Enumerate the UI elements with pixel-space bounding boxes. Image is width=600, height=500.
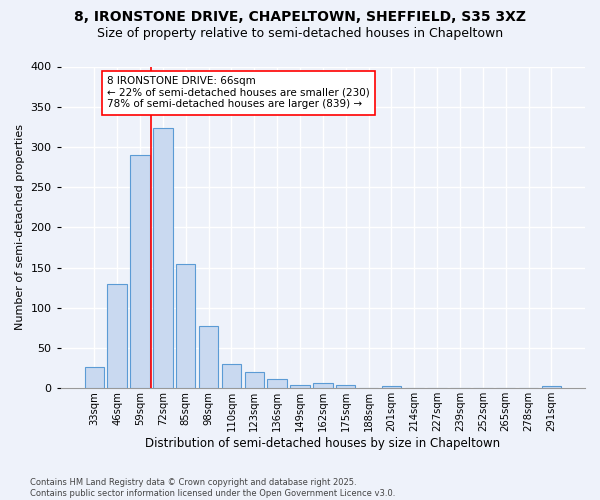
Bar [382, 386, 401, 388]
Text: Size of property relative to semi-detached houses in Chapeltown: Size of property relative to semi-detach… [97, 28, 503, 40]
Bar [542, 386, 561, 388]
Y-axis label: Number of semi-detached properties: Number of semi-detached properties [15, 124, 25, 330]
Bar [221, 364, 241, 388]
Bar [153, 128, 173, 388]
Bar [199, 326, 218, 388]
Bar [85, 366, 104, 388]
Bar [336, 385, 355, 388]
Text: Contains HM Land Registry data © Crown copyright and database right 2025.
Contai: Contains HM Land Registry data © Crown c… [30, 478, 395, 498]
Bar [130, 155, 149, 388]
Bar [245, 372, 264, 388]
Text: 8 IRONSTONE DRIVE: 66sqm
← 22% of semi-detached houses are smaller (230)
78% of : 8 IRONSTONE DRIVE: 66sqm ← 22% of semi-d… [107, 76, 370, 110]
Bar [107, 284, 127, 389]
Bar [268, 378, 287, 388]
Bar [313, 384, 332, 388]
Bar [290, 385, 310, 388]
Bar [176, 264, 196, 388]
Text: 8, IRONSTONE DRIVE, CHAPELTOWN, SHEFFIELD, S35 3XZ: 8, IRONSTONE DRIVE, CHAPELTOWN, SHEFFIEL… [74, 10, 526, 24]
X-axis label: Distribution of semi-detached houses by size in Chapeltown: Distribution of semi-detached houses by … [145, 437, 500, 450]
